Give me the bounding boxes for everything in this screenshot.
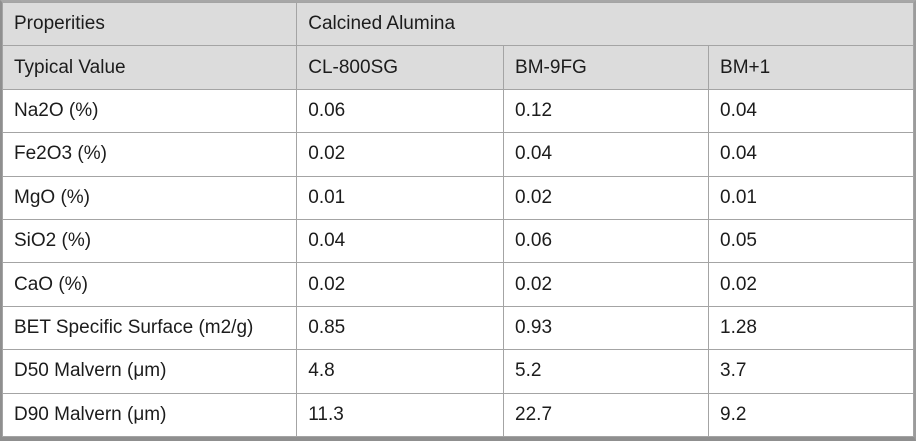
- property-name-cell: D50 Malvern (μm): [1, 349, 298, 394]
- property-name-cell: BET Specific Surface (m2/g): [1, 305, 298, 351]
- property-name-cell: D90 Malvern (μm): [1, 392, 298, 438]
- value-cell: 0.04: [296, 218, 505, 264]
- table-row: D50 Malvern (μm) 4.8 5.2 3.7: [1, 349, 914, 394]
- header-row-1: Properities Calcined Alumina: [1, 1, 914, 47]
- value-cell: 0.02: [503, 262, 710, 307]
- property-name-cell: MgO (%): [1, 175, 298, 220]
- value-cell: 1.28: [708, 305, 914, 351]
- value-cell: 0.04: [503, 132, 710, 177]
- value-cell: 4.8: [296, 349, 505, 394]
- property-name-cell: Na2O (%): [1, 88, 298, 134]
- value-cell: 0.01: [708, 175, 914, 220]
- value-cell: 9.2: [708, 392, 914, 438]
- table-row: BET Specific Surface (m2/g) 0.85 0.93 1.…: [1, 305, 914, 351]
- col-header-bm-9fg: BM-9FG: [503, 45, 710, 90]
- value-cell: 22.7: [503, 392, 710, 438]
- value-cell: 0.01: [296, 175, 505, 220]
- value-cell: 5.2: [503, 349, 710, 394]
- col-header-cl-800sg: CL-800SG: [296, 45, 505, 90]
- value-cell: 0.02: [296, 262, 505, 307]
- table-row: Na2O (%) 0.06 0.12 0.04: [1, 88, 914, 134]
- value-cell: 0.05: [708, 218, 914, 264]
- value-cell: 0.04: [708, 88, 914, 134]
- value-cell: 11.3: [296, 392, 505, 438]
- value-cell: 0.04: [708, 132, 914, 177]
- group-header-cell: Calcined Alumina: [296, 1, 914, 47]
- value-cell: 0.02: [708, 262, 914, 307]
- header-row-2: Typical Value CL-800SG BM-9FG BM+1: [1, 45, 914, 90]
- value-cell: 0.93: [503, 305, 710, 351]
- table-row: MgO (%) 0.01 0.02 0.01: [1, 175, 914, 220]
- table-row: D90 Malvern (μm) 11.3 22.7 9.2: [1, 392, 914, 438]
- col-header-bm-plus-1: BM+1: [708, 45, 914, 90]
- table-row: SiO2 (%) 0.04 0.06 0.05: [1, 218, 914, 264]
- properties-header-cell: Properities: [1, 1, 298, 47]
- value-cell: 0.06: [503, 218, 710, 264]
- property-name-cell: SiO2 (%): [1, 218, 298, 264]
- value-cell: 0.85: [296, 305, 505, 351]
- value-cell: 0.02: [296, 132, 505, 177]
- table-row: CaO (%) 0.02 0.02 0.02: [1, 262, 914, 307]
- property-name-cell: CaO (%): [1, 262, 298, 307]
- typical-value-header-cell: Typical Value: [1, 45, 298, 90]
- table-row: Fe2O3 (%) 0.02 0.04 0.04: [1, 132, 914, 177]
- value-cell: 0.02: [503, 175, 710, 220]
- value-cell: 3.7: [708, 349, 914, 394]
- property-name-cell: Fe2O3 (%): [1, 132, 298, 177]
- value-cell: 0.12: [503, 88, 710, 134]
- value-cell: 0.06: [296, 88, 505, 134]
